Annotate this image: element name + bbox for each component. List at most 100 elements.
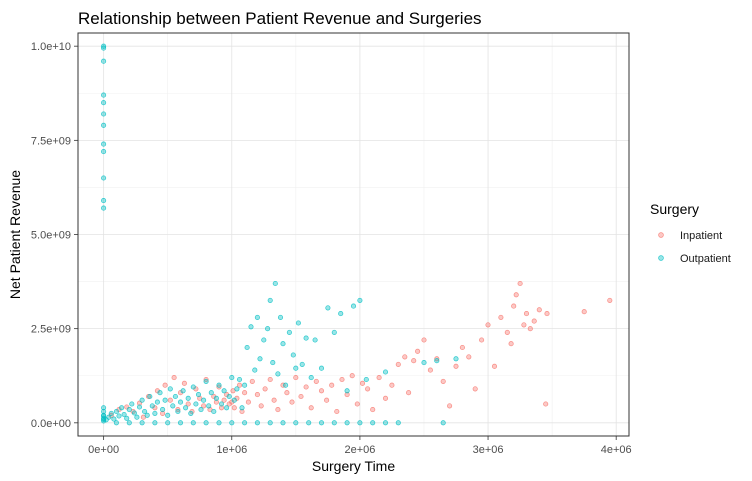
data-point bbox=[331, 329, 337, 335]
data-point bbox=[308, 405, 314, 411]
data-point bbox=[206, 403, 212, 409]
data-point bbox=[527, 326, 533, 332]
data-point bbox=[299, 361, 305, 367]
data-point bbox=[349, 373, 355, 379]
data-point bbox=[119, 405, 125, 411]
data-point bbox=[195, 392, 202, 398]
x-tick-label: 4e+06 bbox=[601, 444, 632, 456]
data-point bbox=[101, 198, 107, 204]
data-point bbox=[142, 408, 148, 415]
data-point bbox=[242, 390, 248, 396]
data-point bbox=[134, 414, 140, 420]
data-point bbox=[293, 420, 299, 426]
data-point bbox=[231, 397, 237, 403]
y-tick-label: 5.0e+09 bbox=[31, 230, 71, 242]
data-point bbox=[211, 393, 217, 400]
data-point bbox=[101, 92, 107, 98]
data-point bbox=[427, 367, 433, 373]
data-point bbox=[160, 410, 166, 416]
data-point bbox=[221, 388, 227, 394]
data-point bbox=[101, 58, 107, 64]
legend-label-outpatient: Outpatient bbox=[680, 253, 731, 265]
y-axis-ticks: 0.0e+00 2.5e+09 5.0e+09 7.5e+09 1.0e+10 bbox=[31, 41, 78, 430]
data-point bbox=[162, 397, 168, 403]
legend-title: Surgery bbox=[650, 201, 699, 217]
data-point bbox=[126, 420, 132, 426]
data-point bbox=[113, 420, 119, 426]
series-outpatient bbox=[101, 43, 459, 426]
data-point bbox=[242, 420, 248, 426]
chart-title: Relationship between Patient Revenue and… bbox=[78, 9, 482, 28]
data-point bbox=[139, 397, 145, 403]
data-point bbox=[284, 390, 290, 396]
data-point bbox=[185, 395, 191, 401]
data-point bbox=[479, 337, 485, 343]
data-point bbox=[298, 393, 304, 400]
data-point bbox=[185, 401, 191, 407]
data-point bbox=[213, 395, 219, 401]
data-point bbox=[165, 412, 171, 418]
data-point bbox=[389, 382, 395, 388]
data-point bbox=[181, 380, 187, 386]
data-point bbox=[147, 393, 153, 400]
data-point bbox=[607, 297, 613, 303]
data-point bbox=[248, 324, 254, 330]
data-point bbox=[101, 205, 107, 211]
data-point bbox=[485, 322, 491, 328]
data-points bbox=[101, 43, 613, 426]
data-point bbox=[218, 405, 225, 411]
data-point bbox=[344, 388, 350, 394]
data-point bbox=[188, 410, 194, 416]
data-point bbox=[275, 407, 281, 413]
data-point bbox=[365, 386, 371, 392]
data-point bbox=[382, 420, 389, 426]
data-point bbox=[236, 382, 243, 388]
legend: Surgery Inpatient Outpatient bbox=[650, 201, 731, 265]
data-point bbox=[308, 375, 314, 381]
data-point bbox=[254, 392, 260, 398]
data-point bbox=[280, 341, 286, 347]
data-point bbox=[318, 365, 325, 371]
data-point bbox=[152, 420, 158, 426]
data-point bbox=[324, 397, 330, 403]
data-point bbox=[447, 403, 453, 409]
data-point bbox=[293, 375, 299, 381]
data-point bbox=[221, 397, 227, 403]
data-point bbox=[376, 375, 382, 381]
data-point bbox=[167, 386, 173, 392]
data-point bbox=[280, 382, 286, 388]
data-point bbox=[216, 384, 222, 390]
data-point bbox=[536, 307, 542, 313]
data-point bbox=[213, 399, 219, 405]
data-point bbox=[236, 376, 243, 383]
data-point bbox=[167, 397, 173, 403]
data-point bbox=[101, 149, 107, 155]
data-point bbox=[357, 420, 363, 426]
data-point bbox=[290, 352, 296, 358]
data-point bbox=[306, 420, 312, 426]
data-point bbox=[453, 356, 459, 362]
data-point bbox=[180, 388, 186, 394]
y-axis-title: Net Patient Revenue bbox=[7, 170, 23, 299]
data-point bbox=[338, 311, 344, 317]
legend-label-inpatient: Inpatient bbox=[680, 230, 722, 242]
data-point bbox=[329, 382, 335, 388]
data-point bbox=[216, 420, 222, 426]
data-point bbox=[543, 401, 549, 407]
series-inpatient bbox=[108, 280, 613, 420]
data-point bbox=[295, 320, 301, 326]
data-point bbox=[229, 420, 235, 426]
data-point bbox=[226, 393, 232, 400]
data-point bbox=[224, 405, 230, 411]
data-point bbox=[170, 403, 176, 409]
data-point bbox=[149, 403, 155, 409]
x-tick-label: 2e+06 bbox=[344, 444, 375, 456]
data-point bbox=[190, 384, 196, 390]
data-point bbox=[504, 329, 510, 335]
data-point bbox=[523, 311, 530, 317]
data-point bbox=[239, 408, 245, 415]
data-point bbox=[270, 360, 276, 366]
data-point bbox=[339, 376, 345, 383]
data-point bbox=[254, 420, 260, 426]
data-point bbox=[283, 382, 289, 388]
